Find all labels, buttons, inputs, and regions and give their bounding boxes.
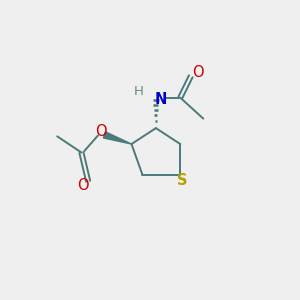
Text: O: O [95, 124, 107, 139]
Polygon shape [103, 132, 131, 144]
Text: N: N [155, 92, 167, 106]
Text: S: S [177, 173, 188, 188]
Text: H: H [133, 85, 143, 98]
Text: O: O [77, 178, 89, 193]
Text: O: O [193, 65, 204, 80]
